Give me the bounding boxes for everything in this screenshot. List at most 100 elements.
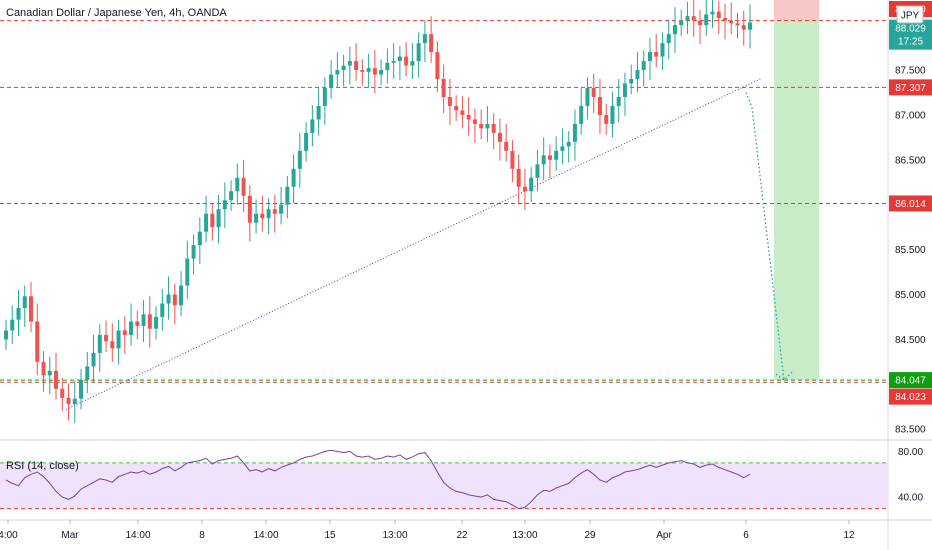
candle-body	[560, 146, 565, 151]
level-tag: 84.047	[895, 376, 926, 387]
candle-body	[60, 388, 65, 398]
candle-body	[566, 141, 571, 147]
axes-layer: 83.50084.00084.50085.00085.50086.00086.5…	[0, 66, 926, 541]
position-tool-layer[interactable]	[774, 0, 819, 381]
candle-body	[129, 321, 134, 335]
candle-body	[147, 314, 152, 329]
candle-body	[347, 61, 352, 66]
y-tick-label: 84.500	[895, 335, 926, 346]
candle-body	[735, 23, 740, 26]
candle-body	[166, 294, 171, 304]
projection-layer[interactable]	[745, 92, 793, 381]
candle-body	[316, 105, 321, 120]
candle-body	[404, 56, 409, 66]
candle-body	[10, 319, 15, 331]
candle-body	[622, 83, 627, 97]
y-tick-label: 85.500	[895, 245, 926, 256]
candle-body	[172, 294, 177, 306]
candle-body	[679, 20, 684, 26]
candle-body	[722, 17, 727, 21]
candle-body	[454, 105, 459, 111]
candle-body	[91, 352, 96, 367]
x-tick-label: 29	[584, 530, 596, 541]
x-tick-label: Mar	[61, 530, 79, 541]
candle-body	[72, 398, 77, 405]
candle-body	[354, 61, 359, 71]
candle-body	[272, 209, 277, 214]
candle-body	[279, 204, 284, 214]
candle-body	[491, 123, 496, 133]
y-tick-label: 87.500	[895, 66, 926, 77]
level-tag-bg	[889, 195, 932, 212]
candle-body	[154, 316, 159, 329]
level-tag-bg	[889, 388, 932, 405]
projection-path	[745, 92, 785, 381]
candle-body	[35, 321, 40, 362]
rsi-line	[5, 449, 751, 510]
level-tag-bg	[889, 79, 932, 96]
trendline-layer[interactable]	[65, 77, 763, 410]
candle-body	[41, 361, 46, 376]
candle-body	[304, 132, 309, 151]
candle-body	[216, 209, 221, 228]
candle-body	[204, 213, 209, 232]
candle-body	[429, 34, 434, 53]
candle-body	[97, 334, 102, 353]
x-tick-label: 22	[456, 530, 468, 541]
candle-body	[522, 186, 527, 192]
x-tick-label: 14:00	[125, 530, 150, 541]
candle-body	[141, 314, 146, 326]
x-tick-label: 15	[324, 530, 336, 541]
candle-body	[110, 341, 115, 349]
candle-body	[422, 34, 427, 44]
level-tag-bg	[889, 372, 932, 389]
rsi-line-layer	[5, 449, 751, 510]
candle-body	[135, 321, 140, 326]
rsi-tick-label: 80.00	[898, 447, 923, 458]
candle-body	[635, 70, 640, 80]
currency-badge[interactable]	[896, 5, 924, 24]
candle-body	[497, 132, 502, 142]
candle-body	[704, 14, 709, 26]
candle-body	[629, 79, 634, 84]
candle-body	[504, 141, 509, 151]
candle-body	[366, 68, 371, 72]
candle-body	[235, 177, 240, 192]
candle-body	[685, 16, 690, 21]
y-tick-label: 87.000	[895, 110, 926, 121]
candle-body	[122, 330, 127, 335]
candle-body	[591, 88, 596, 97]
candle-body	[104, 334, 109, 342]
candle-body	[47, 370, 52, 376]
candle-body	[641, 61, 646, 71]
x-tick-label: 14:00	[253, 530, 278, 541]
rsi-band-layer	[0, 462, 888, 510]
currency-badge-label: JPY	[901, 11, 920, 22]
candle-body	[310, 119, 315, 133]
candle-body	[479, 123, 484, 129]
candle-body	[535, 164, 540, 178]
candle-body	[185, 258, 190, 286]
x-tick-label: 12	[843, 530, 855, 541]
candle-body	[179, 285, 184, 306]
x-tick-label: 4:00	[0, 530, 18, 541]
candle-body	[447, 96, 452, 106]
x-tick-label: 13:00	[382, 530, 407, 541]
candle-body	[229, 191, 234, 201]
position-profit-zone	[774, 20, 819, 381]
candle-body	[510, 150, 515, 169]
candle-body	[210, 213, 215, 228]
candle-body	[610, 105, 615, 124]
candle-body	[416, 43, 421, 62]
rsi-tick-label: 40.00	[898, 493, 923, 504]
candle-body	[697, 20, 702, 26]
level-tag: 87.307	[895, 83, 926, 94]
candle-body	[397, 56, 402, 62]
candle-body	[441, 79, 446, 97]
candle-body	[710, 11, 715, 15]
candle-body	[741, 25, 746, 30]
candle-body	[4, 330, 8, 340]
candle-body	[460, 110, 465, 115]
candle-body	[285, 186, 290, 205]
